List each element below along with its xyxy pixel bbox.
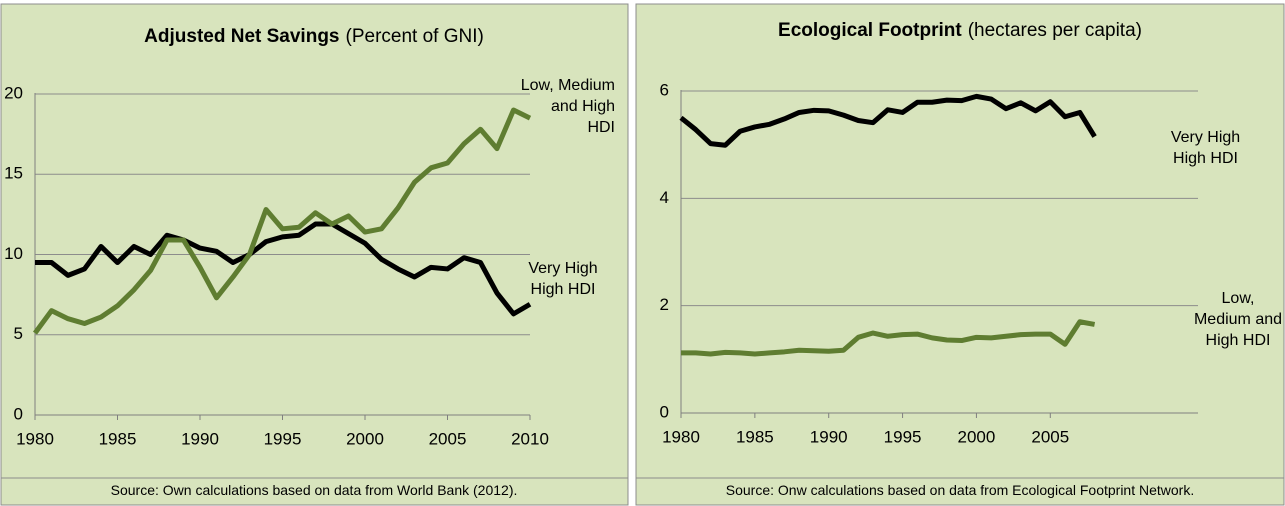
y-tick-label: 10: [4, 244, 23, 263]
title-sub: (Percent of GNI): [345, 26, 484, 47]
x-tick-label: 1980: [16, 429, 54, 448]
x-tick-label: 1980: [662, 427, 700, 446]
y-tick-label: 5: [14, 324, 23, 343]
series-line: [32, 107, 532, 335]
source-box: [0, 477, 629, 506]
x-tick-label: 1990: [181, 429, 219, 448]
source-box: [635, 477, 1285, 506]
x-tick-label: 2005: [429, 429, 467, 448]
x-tick-label: 2000: [958, 427, 996, 446]
title-main: Ecological Footprint: [778, 20, 962, 41]
x-tick-label: 1995: [264, 429, 302, 448]
y-tick-label: 2: [660, 295, 669, 314]
x-tick-label: 2000: [346, 429, 384, 448]
title-sub: (hectares per capita): [967, 20, 1142, 41]
series-label: Very High High HDI: [528, 260, 598, 298]
source-note: Source: Onw calculations based on data f…: [725, 482, 1195, 498]
x-tick-label: 1985: [99, 429, 137, 448]
y-tick-label: 0: [660, 402, 669, 421]
series-label: Low, Medium and High HDI: [520, 77, 615, 136]
x-tick-label: 1995: [884, 427, 922, 446]
y-tick-label: 15: [4, 164, 23, 183]
series-label: Very High High HDI: [1170, 129, 1241, 167]
x-tick-label: 1990: [810, 427, 848, 446]
title-main: Adjusted Net Savings: [144, 26, 340, 47]
series-line: [681, 319, 1096, 357]
chart-title: Ecological Footprint (hectares per capita…: [778, 20, 1142, 42]
y-tick-label: 20: [4, 83, 23, 102]
series-label: Low, Medium and High HDI: [1193, 290, 1283, 349]
chart-title: Adjusted Net Savings (Percent of GNI): [144, 26, 484, 48]
x-tick-label: 1985: [736, 427, 774, 446]
y-tick-label: 4: [660, 188, 669, 207]
x-tick-label: 2010: [511, 429, 549, 448]
series-line: [679, 93, 1097, 148]
source-note: Source: Own calculations based on data f…: [110, 482, 518, 498]
y-tick-label: 0: [14, 404, 23, 423]
y-tick-label: 6: [660, 80, 669, 99]
series-line: [35, 221, 532, 317]
x-tick-label: 2005: [1031, 427, 1069, 446]
panel: [635, 3, 1285, 506]
